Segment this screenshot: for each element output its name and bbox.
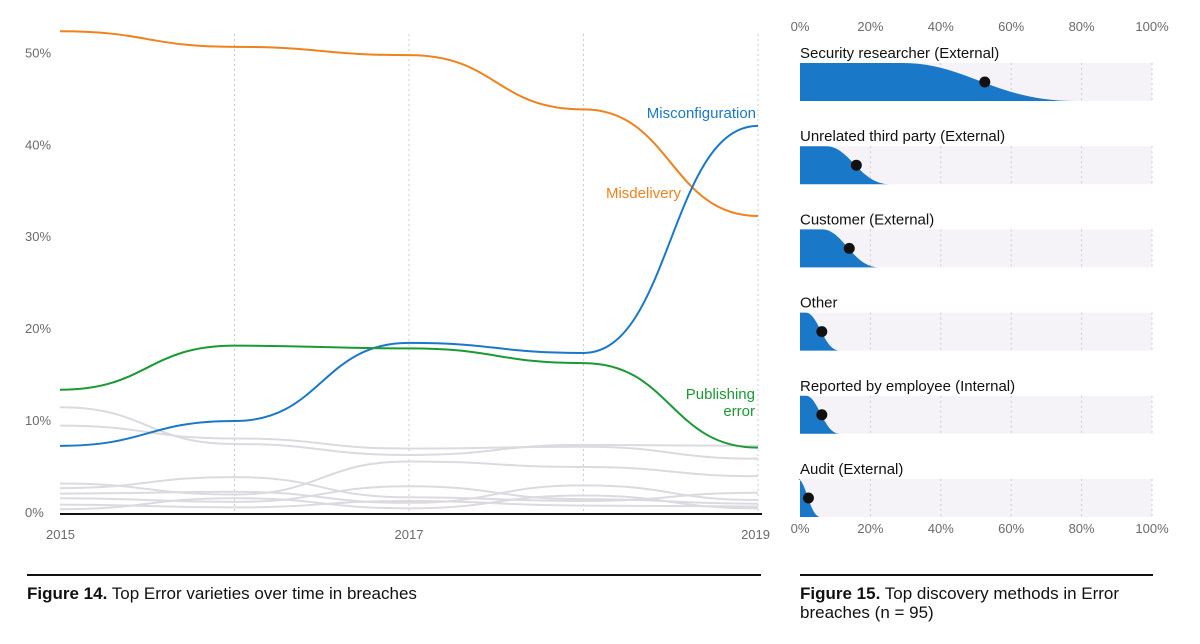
background-series-line: [59, 494, 759, 511]
y-tick-label: 30%: [25, 229, 51, 244]
publishing-error-series-line: [59, 344, 759, 449]
interval-shape: [800, 63, 1076, 101]
background-series-line: [59, 499, 759, 509]
figure-14-line-chart: 0% 10% 20% 30% 40% 50% 2015 2017 2019 Misdelive…: [25, 30, 770, 542]
interval-shape: [800, 229, 880, 268]
y-tick-label: 0%: [25, 505, 44, 520]
background-series-line: [59, 406, 759, 457]
category-row: Audit (External): [797, 461, 1153, 517]
series-labels: Misdelivery Misconfiguration Publishing err…: [606, 105, 756, 420]
misdelivery-label: Misdelivery: [606, 185, 682, 202]
misdelivery-series-line: [59, 30, 759, 218]
x-tick-label: 2017: [395, 527, 424, 542]
category-row: Unrelated third party (External): [800, 128, 1153, 185]
figure-15-number: Figure 15.: [800, 584, 881, 603]
track-background: [800, 312, 1152, 351]
category-row: Other: [800, 295, 1153, 351]
interval-shape: [797, 479, 821, 517]
interval-shape: [800, 146, 890, 185]
figure-14-caption: Figure 14. Top Error varieties over time…: [27, 574, 761, 603]
x-tick-label: 100%: [1135, 19, 1169, 34]
track-background: [800, 479, 1152, 517]
category-label: Security researcher (External): [800, 45, 999, 62]
category-row: Reported by employee (Internal): [800, 378, 1153, 434]
estimate-dot: [816, 409, 828, 421]
figure-14-title: Top Error varieties over time in breache…: [111, 584, 417, 603]
category-label: Unrelated third party (External): [800, 128, 1005, 145]
estimate-dot: [802, 492, 814, 504]
highlighted-series-group: [59, 30, 759, 449]
figure-15-caption: Figure 15. Top discovery methods in Erro…: [800, 574, 1153, 622]
x-tick-label: 2019: [741, 527, 770, 542]
estimate-dot: [979, 76, 991, 88]
estimate-dot: [816, 326, 828, 338]
figure-15-title: Top discovery methods in Error breaches …: [800, 584, 1120, 622]
category-label: Audit (External): [800, 461, 903, 478]
x-tick-label: 20%: [857, 19, 883, 34]
estimate-dot: [843, 242, 855, 254]
x-tick-label: 40%: [928, 19, 954, 34]
track-background: [800, 395, 1152, 434]
x-axis-ticks: 2015 2017 2019: [46, 527, 770, 542]
estimate-dot: [850, 159, 862, 171]
y-tick-label: 10%: [25, 413, 51, 428]
category-label: Reported by employee (Internal): [800, 378, 1015, 395]
misconfiguration-series-line: [59, 124, 759, 447]
y-tick-label: 40%: [25, 137, 51, 152]
background-series-group: [59, 406, 759, 511]
figure-14-number: Figure 14.: [27, 584, 108, 603]
x-tick-label: 100%: [1135, 521, 1169, 536]
x-tick-label: 60%: [998, 521, 1024, 536]
x-tick-label: 0%: [791, 521, 810, 536]
publishing-error-label: Publishing error: [686, 386, 755, 420]
misconfiguration-label: Misconfiguration: [647, 105, 756, 122]
category-label: Customer (External): [800, 211, 934, 228]
x-tick-label: 0%: [791, 19, 810, 34]
y-tick-label: 20%: [25, 321, 51, 336]
y-axis-ticks: 0% 10% 20% 30% 40% 50%: [25, 45, 51, 520]
figure-15-interval-chart: 0% 20% 40% 60% 80% 100% Security researcher (…: [791, 19, 1169, 536]
x-axis-ticks-bottom: 0% 20% 40% 60% 80% 100%: [791, 521, 1169, 536]
background-series-line: [59, 484, 759, 504]
y-tick-label: 50%: [25, 45, 51, 60]
x-axis-ticks-top: 0% 20% 40% 60% 80% 100%: [791, 19, 1169, 34]
category-label: Other: [800, 295, 838, 312]
x-tick-label: 80%: [1069, 19, 1095, 34]
x-tick-label: 60%: [998, 19, 1024, 34]
category-row: Security researcher (External): [800, 45, 1153, 101]
background-series-line: [59, 424, 759, 460]
x-tick-label: 80%: [1069, 521, 1095, 536]
x-tick-label: 2015: [46, 527, 75, 542]
x-tick-label: 40%: [928, 521, 954, 536]
x-tick-label: 20%: [857, 521, 883, 536]
category-rows: Security researcher (External) Unrelated …: [797, 45, 1153, 517]
category-row: Customer (External): [800, 211, 1153, 268]
